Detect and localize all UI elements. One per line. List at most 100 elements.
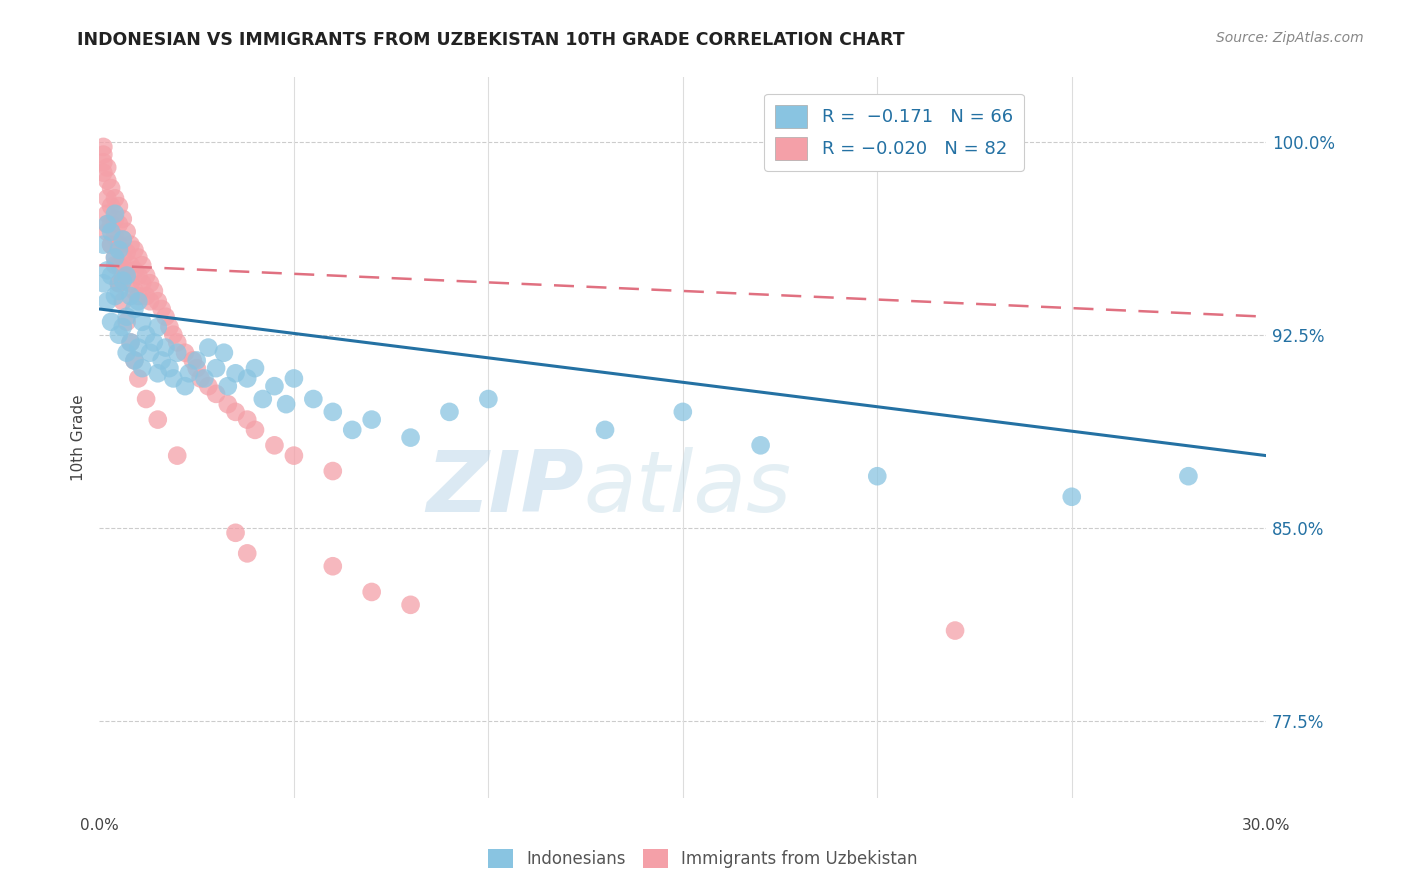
Point (135, 327, 157, 342)
Point (322, 405, 344, 419)
Point (96, 207, 118, 221)
Point (166, 345, 188, 359)
Point (943, 624, 966, 638)
Point (146, 366, 169, 380)
Point (124, 301, 146, 316)
Point (866, 469, 889, 483)
Point (477, 392, 499, 406)
Point (100, 199, 122, 213)
Point (124, 263, 146, 277)
Point (212, 345, 235, 359)
Point (100, 217, 122, 231)
Legend: R =  −0.171   N = 66, R = −0.020   N = 82: R = −0.171 N = 66, R = −0.020 N = 82 (763, 94, 1024, 170)
Point (108, 327, 131, 342)
Point (120, 258, 142, 272)
Point (322, 559, 344, 574)
Text: 0.0%: 0.0% (80, 818, 120, 833)
Point (100, 237, 122, 252)
Point (139, 277, 162, 291)
Point (120, 335, 142, 350)
Point (111, 268, 134, 283)
Point (115, 263, 138, 277)
Point (131, 361, 153, 376)
Point (150, 301, 173, 316)
Point (115, 315, 138, 329)
Point (672, 405, 695, 419)
Point (131, 277, 153, 291)
Point (1177, 469, 1199, 483)
Point (205, 361, 228, 376)
Point (166, 449, 188, 463)
Point (181, 353, 204, 368)
Legend: Indonesians, Immigrants from Uzbekistan: Indonesians, Immigrants from Uzbekistan (482, 843, 924, 875)
Point (108, 217, 131, 231)
Point (217, 379, 239, 393)
Point (100, 315, 122, 329)
Point (139, 294, 162, 309)
Point (127, 341, 149, 355)
Point (159, 320, 181, 334)
Point (108, 277, 131, 291)
Point (104, 258, 127, 272)
Point (302, 392, 325, 406)
Point (124, 353, 146, 368)
Point (217, 397, 239, 411)
Point (127, 251, 149, 265)
Point (174, 379, 197, 393)
Point (124, 353, 146, 368)
Point (263, 438, 285, 452)
Point (155, 310, 177, 324)
Point (124, 243, 146, 257)
Point (360, 412, 382, 426)
Point (131, 315, 153, 329)
Point (91, 166, 114, 180)
Point (135, 392, 157, 406)
Point (360, 585, 382, 599)
Point (111, 274, 134, 288)
Point (1060, 490, 1083, 504)
Point (142, 284, 165, 298)
Text: Source: ZipAtlas.com: Source: ZipAtlas.com (1216, 31, 1364, 45)
Point (127, 371, 149, 385)
Point (120, 289, 142, 303)
Point (91, 147, 114, 161)
Point (205, 387, 228, 401)
Point (100, 225, 122, 239)
Point (124, 284, 146, 298)
Point (127, 289, 149, 303)
Point (104, 207, 127, 221)
Point (236, 546, 259, 560)
Point (142, 335, 165, 350)
Point (108, 237, 131, 252)
Point (193, 371, 215, 385)
Point (127, 268, 149, 283)
Y-axis label: 10th Grade: 10th Grade (72, 394, 86, 481)
Point (111, 251, 134, 265)
Point (115, 225, 138, 239)
Point (146, 294, 169, 309)
Point (243, 361, 266, 376)
Point (100, 268, 122, 283)
Point (283, 449, 305, 463)
Point (190, 371, 212, 385)
Point (108, 258, 131, 272)
Point (166, 335, 188, 350)
Point (439, 405, 461, 419)
Point (135, 289, 157, 303)
Point (104, 289, 127, 303)
Point (174, 345, 197, 359)
Point (146, 412, 169, 426)
Point (225, 525, 247, 540)
Text: ZIP: ZIP (426, 447, 583, 530)
Point (96, 294, 118, 309)
Point (96, 225, 118, 239)
Text: INDONESIAN VS IMMIGRANTS FROM UZBEKISTAN 10TH GRADE CORRELATION CHART: INDONESIAN VS IMMIGRANTS FROM UZBEKISTAN… (77, 31, 905, 49)
Point (177, 366, 200, 380)
Point (162, 327, 184, 342)
Point (96, 161, 118, 175)
Point (131, 258, 153, 272)
Point (104, 211, 127, 226)
Point (91, 237, 114, 252)
Point (146, 320, 169, 334)
Point (104, 251, 127, 265)
